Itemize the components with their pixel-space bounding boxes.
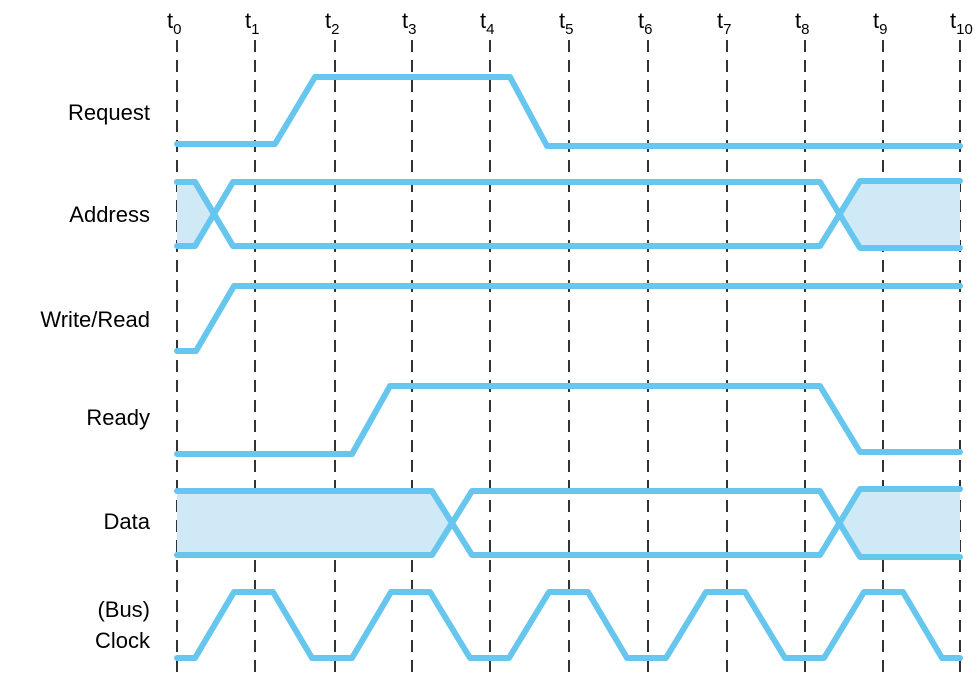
signal-label-request: Request bbox=[68, 100, 150, 125]
time-label-t10: t10 bbox=[950, 8, 973, 38]
data-undefined-end bbox=[840, 489, 960, 557]
time-label-t4: t4 bbox=[480, 8, 494, 38]
time-guides bbox=[176, 40, 961, 675]
time-label-t3: t3 bbox=[402, 8, 416, 38]
address-waveform-high bbox=[174, 179, 963, 251]
ready-waveform bbox=[174, 383, 963, 457]
request-waveform bbox=[174, 74, 963, 149]
signal-labels: Request Address Write/Read Ready Data (Bus) Cl… bbox=[40, 100, 151, 653]
signal-label-clock-line2: Clock bbox=[95, 628, 151, 653]
address-undefined-end bbox=[840, 181, 960, 248]
signal-label-write-read: Write/Read bbox=[40, 307, 150, 332]
data-waveform-high bbox=[174, 486, 963, 558]
data-undefined-start bbox=[177, 491, 452, 555]
address-undefined-start bbox=[177, 182, 214, 246]
signal-label-data: Data bbox=[104, 509, 151, 534]
signal-label-clock-line1: (Bus) bbox=[97, 597, 150, 622]
time-label-t1: t1 bbox=[245, 8, 259, 38]
clock-waveform bbox=[174, 589, 963, 661]
time-label-t0: t0 bbox=[167, 8, 181, 38]
signal-label-ready: Ready bbox=[86, 405, 150, 430]
time-label-t7: t7 bbox=[717, 8, 731, 38]
signal-label-address: Address bbox=[69, 202, 150, 227]
time-label-t8: t8 bbox=[795, 8, 809, 38]
time-labels: t0 t1 t2 t3 t4 t5 t6 t7 t8 t9 t10 bbox=[167, 8, 973, 38]
data-waveform-low bbox=[174, 488, 963, 560]
time-label-t6: t6 bbox=[638, 8, 652, 38]
time-label-t9: t9 bbox=[873, 8, 887, 38]
time-label-t2: t2 bbox=[325, 8, 339, 38]
waveforms bbox=[174, 74, 963, 661]
time-label-t5: t5 bbox=[559, 8, 573, 38]
address-waveform-low bbox=[174, 178, 963, 249]
write-read-waveform bbox=[174, 283, 963, 354]
undefined-regions bbox=[177, 181, 960, 557]
